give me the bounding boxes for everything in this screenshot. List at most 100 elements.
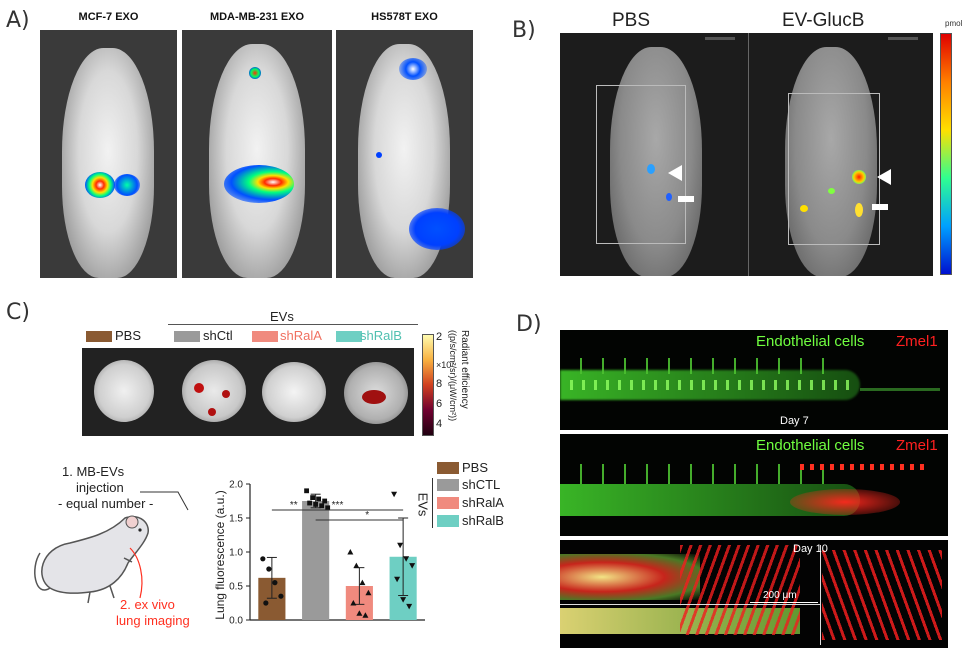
protocol-line-2: injection xyxy=(76,480,124,495)
evs-bracket xyxy=(168,324,418,325)
chart-legend-swatch-4 xyxy=(437,515,459,527)
data-point xyxy=(394,576,401,583)
y-tick-label: 0.5 xyxy=(229,582,243,593)
data-point xyxy=(304,488,309,494)
protocol-step2-line2: lung imaging xyxy=(116,613,190,628)
chart-legend-bracket xyxy=(432,478,433,528)
data-point xyxy=(316,496,322,502)
data-point xyxy=(347,549,354,555)
mouse-illustration xyxy=(34,515,149,604)
data-point xyxy=(391,491,398,498)
evs-label: EVs xyxy=(270,309,294,324)
row2-green-label: Endothelial cells xyxy=(756,437,865,454)
chart-legend-1: PBS xyxy=(462,460,489,475)
data-point xyxy=(400,597,407,603)
protocol-step2-line1: 2. ex vivo xyxy=(120,597,175,612)
data-point xyxy=(266,566,272,572)
panel-b-image xyxy=(560,33,933,276)
data-point xyxy=(263,600,269,606)
legend-swatch-shrala xyxy=(252,331,278,342)
panel-d-row3 xyxy=(560,540,948,648)
y-tick-label: 2.0 xyxy=(229,480,243,491)
panel-a-label-2: MDA-MB-231 EXO xyxy=(209,11,305,23)
injection-pointer xyxy=(140,491,189,511)
data-point xyxy=(313,502,319,507)
panel-a-image-hs578t xyxy=(336,30,473,278)
colorbar-units: ((p/s/cm²/sr)/(μW/cm²)) xyxy=(448,330,458,422)
data-point xyxy=(406,603,413,610)
colorbar-tick-2: ×10⁷ xyxy=(436,360,455,370)
arrow-marker-1 xyxy=(678,196,694,202)
row1-day: Day 7 xyxy=(780,415,809,427)
scale-bar-label: 200 μm xyxy=(763,590,797,601)
triangle-marker-1 xyxy=(668,165,682,181)
group-label-shralb: shRalB xyxy=(360,328,402,343)
triangle-marker-2 xyxy=(877,169,891,185)
data-point xyxy=(397,542,404,549)
chart-legend-3: shRalA xyxy=(462,495,504,510)
data-point xyxy=(307,500,312,506)
chart-legend-swatch-1 xyxy=(437,462,459,474)
data-point xyxy=(322,498,328,504)
arrow-marker-2 xyxy=(872,204,888,210)
bar-shctl xyxy=(302,501,330,620)
panel-b-colorbar xyxy=(940,33,952,275)
data-point xyxy=(278,593,284,599)
panel-a-label-3: HS578T EXO xyxy=(371,11,438,23)
data-point xyxy=(356,610,363,616)
data-point xyxy=(403,556,410,562)
data-point xyxy=(319,503,325,509)
panel-b-colorbar-unit: pmol xyxy=(945,19,963,28)
colorbar-tick-3: 8 xyxy=(436,378,443,390)
data-point xyxy=(409,563,416,569)
panel-d-letter: D) xyxy=(516,312,542,337)
lung-fluorescence-chart: 0.00.51.01.52.0** **** xyxy=(229,480,425,627)
group-label-shctl: shCtl xyxy=(203,328,233,343)
data-point xyxy=(325,505,331,511)
data-point xyxy=(353,562,360,569)
panel-b-label-pbs: PBS xyxy=(612,10,651,31)
panel-a-image-mdamb231 xyxy=(182,30,332,278)
chart-y-label: Lung fluorescence (a.u.) xyxy=(213,490,227,620)
significance-2: *** xyxy=(332,500,344,511)
group-label-pbs: PBS xyxy=(115,328,142,343)
y-tick-label: 1.5 xyxy=(229,514,243,525)
chart-legend-swatch-3 xyxy=(437,497,459,509)
colorbar-tick-4: 6 xyxy=(436,398,443,410)
data-point xyxy=(260,556,266,562)
panel-d-row2 xyxy=(560,434,948,536)
panel-a-label-1: MCF-7 EXO xyxy=(78,11,139,23)
panel-c-letter: C) xyxy=(6,300,30,325)
y-tick-label: 1.0 xyxy=(229,548,243,559)
panel-c-colorbar xyxy=(422,334,434,436)
lung-images xyxy=(82,348,414,436)
panel-b-letter: B) xyxy=(512,18,536,43)
panel-a-letter: A) xyxy=(6,8,30,33)
data-point xyxy=(365,589,372,596)
data-point xyxy=(310,495,316,500)
legend-swatch-shctl xyxy=(174,331,200,342)
significance-1: ** xyxy=(290,500,298,511)
legend-swatch-shralb xyxy=(336,331,362,342)
significance-3: * xyxy=(365,510,369,521)
group-label-shrala: shRalA xyxy=(280,328,322,343)
chart-legend-swatch-2 xyxy=(437,479,459,491)
row1-green-label: Endothelial cells xyxy=(756,333,865,350)
legend-swatch-pbs xyxy=(86,331,112,342)
protocol-line-3: - equal number - xyxy=(58,496,154,511)
data-point xyxy=(359,579,366,586)
panel-a-image-mcf7 xyxy=(40,30,177,278)
chart-legend-group: EVs xyxy=(415,492,431,517)
row2-red-label: Zmel1 xyxy=(896,437,938,454)
panel-d-row1 xyxy=(560,330,948,430)
chart-legend-4: shRalB xyxy=(462,513,504,528)
colorbar-title: Radiant efficiency xyxy=(459,330,470,409)
colorbar-tick-1: 2 xyxy=(436,331,443,343)
panel-b-label-evglucb: EV-GlucB xyxy=(782,10,865,31)
row3-day: Day 10 xyxy=(793,543,828,555)
row1-red-label: Zmel1 xyxy=(896,333,938,350)
colorbar-tick-5: 4 xyxy=(436,418,443,430)
protocol-line-1: 1. MB-EVs xyxy=(62,464,125,479)
data-point xyxy=(272,580,278,586)
data-point xyxy=(350,600,357,606)
